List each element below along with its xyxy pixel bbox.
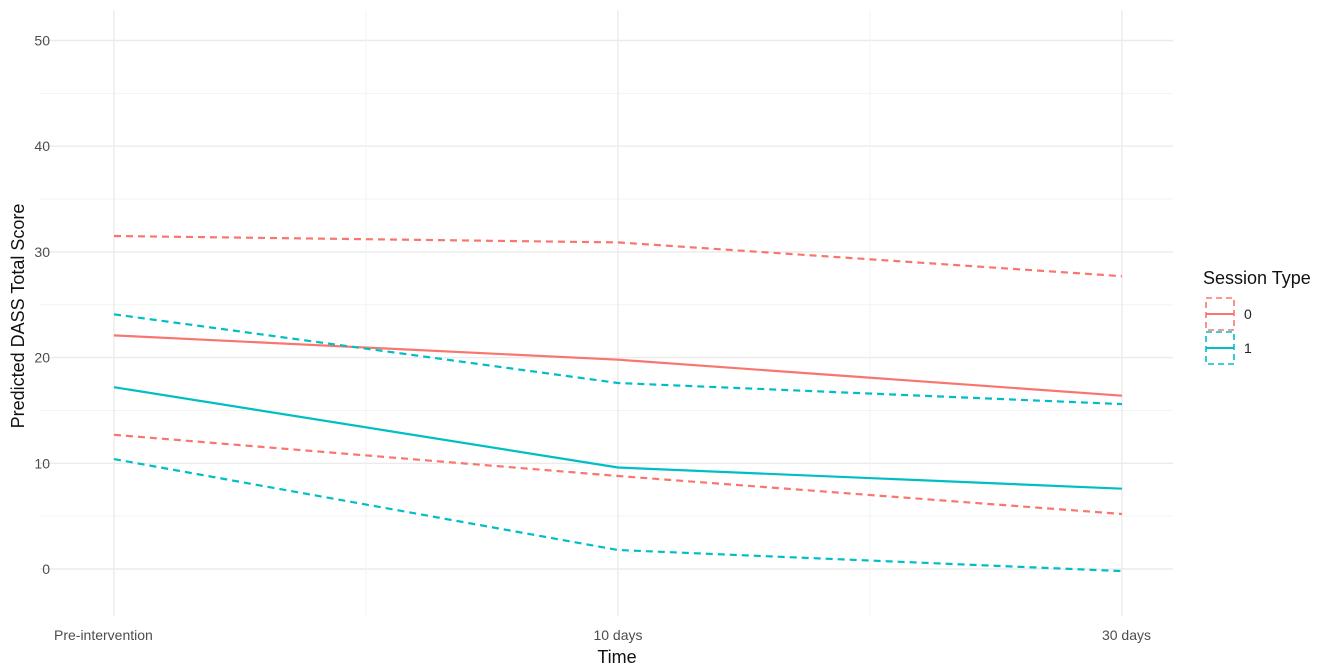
y-axis-title: Predicted DASS Total Score — [8, 204, 28, 429]
series-lines — [113, 234, 1123, 573]
y-tick-label: 40 — [34, 138, 50, 154]
legend-key-1: 1 — [1205, 331, 1252, 365]
legend: Session Type 01 — [1203, 268, 1311, 365]
series-line-0-solid — [113, 334, 1123, 397]
series-line-0-dashed — [113, 234, 1123, 278]
legend-title: Session Type — [1203, 268, 1311, 288]
x-tick-labels: Pre-intervention 10 days 30 days — [54, 627, 1151, 643]
x-axis-title: Time — [597, 647, 636, 665]
y-tick-label: 30 — [34, 244, 50, 260]
x-tick-label: 10 days — [593, 627, 642, 643]
y-tick-label: 0 — [42, 561, 50, 577]
x-tick-label: 30 days — [1102, 627, 1151, 643]
series-line-1-dashed — [113, 458, 1123, 573]
legend-label-0: 0 — [1244, 306, 1252, 322]
series-line-1-solid — [113, 386, 1123, 490]
series-line-1-dashed — [113, 313, 1123, 406]
legend-keys: 01 — [1205, 297, 1252, 365]
legend-label-1: 1 — [1244, 340, 1252, 356]
y-tick-label: 50 — [34, 33, 50, 49]
y-tick-labels: 0 10 20 30 40 50 — [34, 33, 50, 578]
legend-key-0: 0 — [1205, 297, 1252, 331]
x-tick-label: Pre-intervention — [54, 627, 153, 643]
series-line-0-dashed — [113, 433, 1123, 516]
y-tick-label: 20 — [34, 350, 50, 366]
grid — [40, 10, 1173, 616]
y-tick-label: 10 — [34, 455, 50, 471]
